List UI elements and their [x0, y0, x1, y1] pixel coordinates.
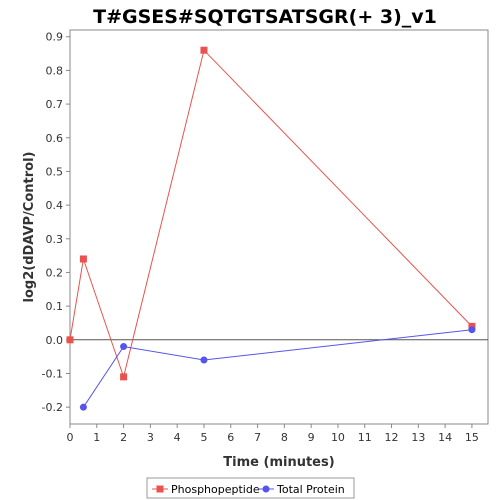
y-tick-label: -0.1 [42, 367, 63, 380]
y-tick-label: 0.0 [46, 334, 64, 347]
x-tick-label: 1 [93, 431, 100, 444]
series-layer [66, 46, 476, 411]
y-tick-label: 0.7 [46, 98, 64, 111]
y-tick-label: 0.9 [46, 31, 64, 44]
x-tick-label: 9 [308, 431, 315, 444]
y-tick-label: 0.2 [46, 266, 64, 279]
y-tick-label: 0.8 [46, 64, 64, 77]
y-axis: -0.2 -0.1 0.0 0.1 0.2 0.3 0.4 0.5 0.6 0.7 0.8 0.9 [42, 31, 70, 414]
data-point [79, 255, 87, 263]
x-tick-label: 2 [120, 431, 127, 444]
y-tick-label: -0.2 [42, 401, 63, 414]
data-point [468, 326, 476, 334]
legend: Phosphopeptide Total Protein [146, 477, 355, 499]
x-tick-label: 15 [465, 431, 479, 444]
x-tick-label: 5 [200, 431, 207, 444]
chart-title: T#GSES#SQTGTSATSGR(+ 3)_v1 [93, 6, 437, 28]
x-tick-label: 13 [411, 431, 425, 444]
series-line-1 [82, 329, 472, 408]
y-tick-label: 0.5 [46, 165, 64, 178]
x-tick-label: 0 [67, 431, 74, 444]
data-point [120, 373, 128, 381]
x-tick-label: 4 [174, 431, 181, 444]
x-tick-label: 12 [385, 431, 399, 444]
plot-area [69, 29, 489, 425]
y-axis-label: log2(dDAVP/Control) [22, 152, 37, 303]
y-tick-label: 0.6 [46, 132, 64, 145]
y-tick-label: 0.4 [46, 199, 64, 212]
y-tick-label: 0.1 [46, 300, 64, 313]
data-point [200, 46, 208, 54]
x-tick-label: 6 [227, 431, 234, 444]
x-tick-label: 14 [438, 431, 452, 444]
x-tick-label: 11 [358, 431, 372, 444]
legend-box [146, 477, 355, 499]
x-tick-label: 10 [331, 431, 345, 444]
x-tick-label: 8 [281, 431, 288, 444]
data-point [79, 403, 87, 411]
x-tick-label: 3 [147, 431, 154, 444]
x-axis-label: Time (minutes) [223, 455, 334, 470]
legend-marker [262, 485, 270, 493]
legend-marker [156, 485, 164, 493]
x-tick-label: 7 [254, 431, 261, 444]
legend-label: Total Protein [276, 483, 345, 496]
x-axis: 0 1 2 3 4 5 6 7 8 9 10 11 12 13 14 15 [67, 424, 479, 444]
y-tick-label: 0.3 [46, 233, 64, 246]
data-point [66, 336, 74, 344]
data-point [120, 343, 128, 351]
data-point [200, 356, 208, 364]
legend-label: Phosphopeptide [171, 483, 260, 496]
